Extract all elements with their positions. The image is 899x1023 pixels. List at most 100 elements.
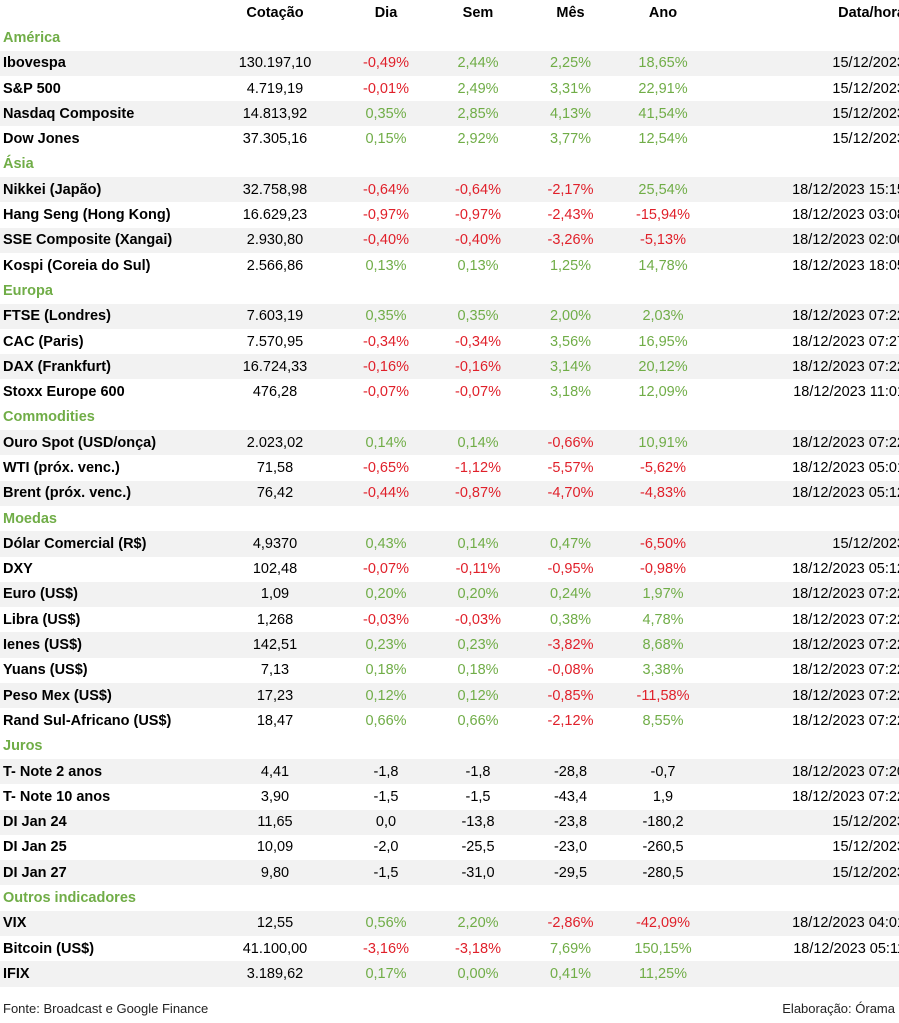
cell-dia: 0,20% [340,581,432,608]
cell-cotacao: 4,9370 [210,531,340,557]
cell-ano: 41,54% [617,101,709,127]
cell-mes: 4,13% [524,101,617,127]
row-name: SSE Composite (Xangai) [0,227,210,253]
cell-cotacao: 17,23 [210,683,340,709]
table-row: Euro (US$) 1,09 0,20% 0,20% 0,24% 1,97% 18/12/… [0,581,899,608]
cell-data-hora: 18/12/2023 07:22 [709,303,899,329]
row-name: Euro (US$) [0,581,210,608]
cell-mes: -0,95% [547,561,594,578]
cell-mes: -2,12% [547,712,594,729]
cell-dia: -2,0 [373,839,399,856]
cell-cotacao: 41.100,00 [242,940,308,957]
row-name: WTI (próx. venc.) [3,459,120,476]
cell-cotacao: 1,268 [256,611,294,628]
table-body: América Ibovespa 130.197,10 -0,49% 2,44% 2,25… [0,25,899,987]
cell-mes: -29,5 [524,860,617,886]
cell-ano: -0,98% [640,561,686,578]
cell-data-hora: 15/12/2023 [709,101,899,127]
section-title: Ásia [3,156,34,173]
cell-data-hora: 18/12/2023 07:22 [709,683,899,709]
table-row: DI Jan 24 11,65 0,0 -13,8 -23,8 -180,2 15/12/2… [0,809,899,835]
table-row: Peso Mex (US$) 17,23 0,12% 0,12% -0,85% -11,5… [0,683,899,709]
cell-dia: -0,49% [340,50,432,76]
cell-cotacao: 2.930,80 [210,227,340,253]
cell-cotacao: 2.023,02 [210,430,340,456]
row-name: DXY [3,561,33,578]
cell-sem: 2,85% [432,101,524,127]
cell-dia: -0,01% [363,80,409,97]
cell-data-hora: 15/12/2023 [832,131,899,148]
cell-data-hora: 15/12/2023 [709,809,899,835]
cell-mes: -23,8 [524,809,617,835]
section-header-row: Moedas [0,506,899,531]
cell-data-hora: 18/12/2023 11:01 [793,384,899,401]
cell-cotacao: 4.719,19 [246,80,304,97]
cell-mes: 3,77% [549,131,592,148]
section-title: Moedas [3,510,57,527]
cell-cotacao: 11,65 [210,809,340,835]
cell-cotacao: 102,48 [252,561,298,578]
cell-dia: -3,16% [363,940,409,957]
cell-data-hora: 18/12/2023 07:22 [709,632,899,658]
cell-mes: 0,41% [524,961,617,987]
cell-mes: 3,31% [549,80,592,97]
cell-ano: 11,25% [617,961,709,987]
cell-ano: 18,65% [617,50,709,76]
cell-mes: 1,25% [549,257,592,274]
cell-dia: 0,12% [340,683,432,709]
cell-dia: 0,43% [340,531,432,557]
cell-ano: -42,09% [617,910,709,936]
cell-mes: -0,85% [524,683,617,709]
cell-mes: 3,18% [549,384,592,401]
cell-cotacao: 130.197,10 [210,50,340,76]
cell-ano: 14,78% [638,257,688,274]
cell-sem: 0,14% [432,531,524,557]
row-name: IFIX [0,961,210,987]
cell-data-hora: 18/12/2023 07:22 [709,581,899,608]
header-row: Cotação Dia Sem Mês Ano Data/hora [0,0,899,25]
cell-sem: -0,16% [432,354,524,380]
cell-sem: 0,66% [457,712,499,729]
cell-data-hora: 15/12/2023 [709,50,899,76]
section-header-row: Commodities [0,405,899,430]
cell-mes: -5,57% [547,459,594,476]
cell-mes: 2,25% [524,50,617,76]
row-name: Dow Jones [3,131,80,148]
cell-data-hora: 18/12/2023 04:01 [709,910,899,936]
cell-cotacao: 142,51 [210,632,340,658]
cell-ano: 16,95% [638,333,688,350]
cell-ano: 2,03% [617,303,709,329]
cell-ano: -0,7 [617,758,709,785]
row-name: VIX [0,910,210,936]
cell-data-hora: 15/12/2023 [832,839,899,856]
section-title: Commodities [3,409,95,426]
table-row: Ibovespa 130.197,10 -0,49% 2,44% 2,25% 18,65%… [0,50,899,76]
row-name: Peso Mex (US$) [0,683,210,709]
row-name: T- Note 10 anos [3,788,111,805]
cell-dia: 0,35% [340,101,432,127]
cell-sem: 0,23% [432,632,524,658]
cell-mes: -0,08% [547,662,594,679]
cell-sem: -0,87% [432,480,524,506]
section-title: Outros indicadores [3,890,136,907]
cell-cotacao: 10,09 [256,839,294,856]
cell-data-hora: 18/12/2023 18:05 [792,257,899,274]
row-name: S&P 500 [3,80,61,97]
cell-data-hora: 18/12/2023 03:08 [792,207,899,224]
row-name: Rand Sul-Africano (US$) [3,712,172,729]
cell-sem: -31,0 [432,860,524,886]
cell-sem: -0,97% [455,207,501,224]
cell-cotacao: 4,41 [210,758,340,785]
cell-dia: -0,03% [363,611,409,628]
cell-ano: 12,54% [638,131,688,148]
cell-cotacao: 32.758,98 [210,177,340,203]
header-name [0,0,210,25]
table-row: IFIX 3.189,62 0,17% 0,00% 0,41% 11,25% [0,961,899,987]
cell-sem: -13,8 [432,809,524,835]
cell-dia: -1,8 [340,758,432,785]
row-name: Nikkei (Japão) [0,177,210,203]
cell-mes: -2,17% [524,177,617,203]
cell-dia: 0,0 [340,809,432,835]
cell-dia: 0,56% [340,910,432,936]
table-row: FTSE (Londres) 7.603,19 0,35% 0,35% 2,00% 2,0… [0,303,899,329]
